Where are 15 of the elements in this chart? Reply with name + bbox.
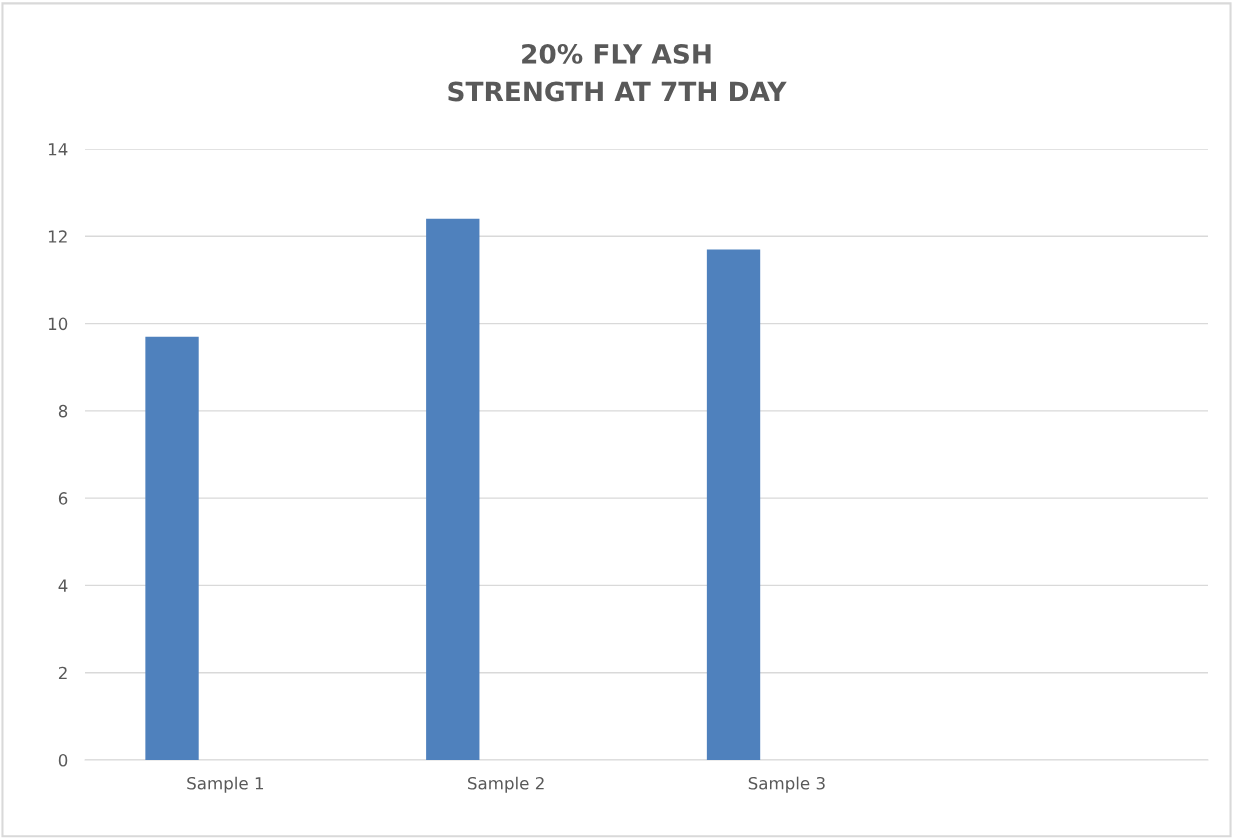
y-tick-label: 0 (58, 753, 68, 767)
x-tick-label: Sample 2 (468, 776, 544, 793)
y-tick-label: 8 (58, 404, 68, 418)
bar (426, 218, 480, 760)
y-tick-label: 14 (48, 143, 68, 156)
chart-title: 20% FLY ASH STRENGTH AT 7TH DAY (448, 43, 787, 102)
y-tick-label: 4 (58, 579, 68, 592)
y-tick-label: 12 (48, 230, 67, 243)
y-tick-label: 6 (58, 492, 68, 505)
y-tick-label: 2 (58, 666, 67, 680)
y-tick-label: 10 (48, 317, 68, 331)
bar (145, 336, 199, 760)
x-tick-label: Sample 1 (187, 776, 264, 793)
bar (706, 249, 761, 760)
x-tick-label: Sample 3 (748, 776, 825, 793)
